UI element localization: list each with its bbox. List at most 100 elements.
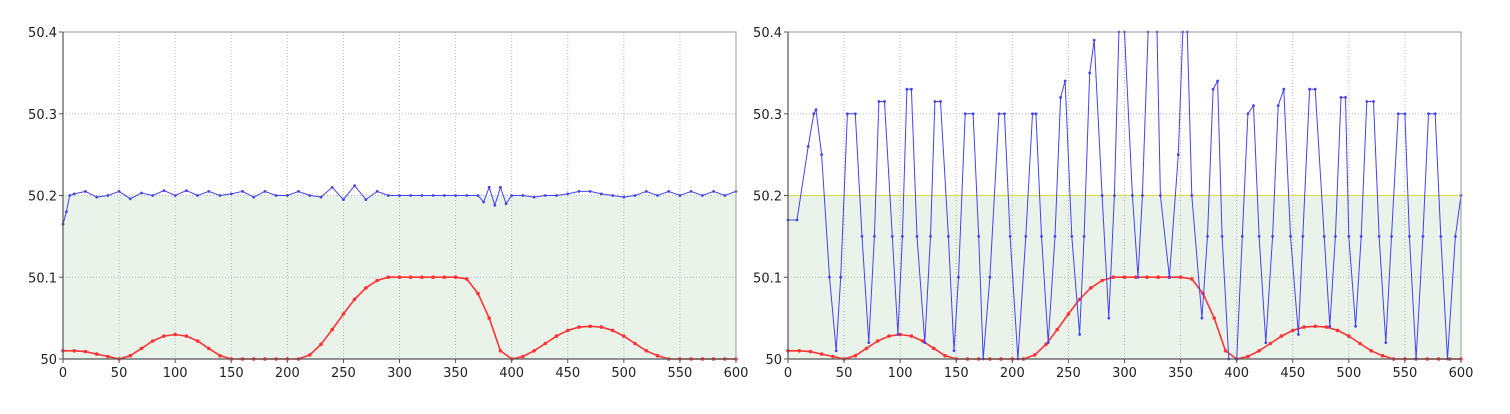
series-point-frequency [839,275,843,279]
series-point-lower-bound [610,328,615,333]
series-point-lower-bound [1380,353,1385,358]
series-point-frequency [846,112,849,116]
series-point-lower-bound [1279,334,1284,338]
series-point-lower-bound [1178,275,1183,280]
series-point-frequency [420,194,424,197]
series-point-frequency [883,100,886,103]
series-point-frequency [1240,235,1244,238]
series-point-frequency [487,185,491,189]
series-point-frequency [521,194,525,197]
series-point-frequency [207,190,211,193]
series-point-frequency [1024,235,1028,238]
series-point-frequency [285,194,289,197]
series-point-frequency [667,190,671,193]
series-point-frequency [963,112,967,116]
series-point-frequency [482,200,485,204]
series-point-lower-bound [341,312,346,316]
series-point-frequency [375,190,379,193]
x-tick-label: 50 [836,366,853,381]
series-point-frequency [795,218,799,222]
series-point-frequency [828,275,831,279]
y-tick-label: 50 [765,353,782,368]
series-point-frequency [1113,194,1116,197]
series-point-frequency [814,108,818,112]
series-point-frequency [1206,235,1209,238]
series-point-frequency [1264,341,1268,344]
series-point-frequency [1421,235,1425,238]
x-tick-label: 250 [1056,366,1081,381]
series-point-frequency [1131,194,1134,197]
series-point-frequency [910,87,913,91]
series-point-frequency [873,235,876,238]
series-point-frequency [971,112,975,116]
series-point-lower-bound [1100,278,1104,283]
series-point-lower-bound [1055,327,1059,332]
series-point-frequency [644,190,648,193]
series-point-lower-bound [162,334,166,338]
series-point-frequency [877,100,881,103]
series-point-frequency [622,195,626,199]
series-point-frequency [997,112,1001,116]
series-point-frequency [915,235,919,238]
series-point-lower-bound [128,353,133,358]
series-point-frequency [218,194,222,197]
series-point-frequency [1282,87,1286,91]
series-point-lower-bound [1313,324,1317,329]
series-point-frequency [1454,235,1457,238]
series-point-lower-bound [1223,349,1228,353]
series-point-frequency [1252,104,1255,107]
series-point-lower-bound [532,349,536,353]
series-point-frequency [1390,235,1393,238]
series-point-frequency [543,194,547,197]
series-point-frequency [555,194,558,197]
series-point-frequency [890,235,894,238]
series-point-lower-bound [1347,334,1351,338]
series-point-frequency [65,210,68,214]
series-point-lower-bound [831,354,835,359]
x-tick-label: 200 [1000,366,1025,381]
series-point-frequency [820,153,823,157]
series-point-frequency [929,235,932,238]
series-point-frequency [1334,235,1337,238]
x-tick-label: 200 [275,366,300,381]
series-point-frequency [353,184,356,188]
series-point-frequency [241,190,244,193]
series-point-lower-bound [622,334,626,338]
series-point-frequency [1297,333,1300,336]
series-point-lower-bound [1335,328,1340,333]
series-point-lower-bound [386,275,391,280]
series-point-frequency [1347,235,1351,238]
series-point-lower-bound [920,339,925,343]
y-tick-label: 50.4 [753,26,782,41]
y-tick-label: 50 [40,353,57,368]
series-point-lower-bound [543,341,548,346]
series-point-frequency [1176,153,1180,157]
series-point-lower-bound [1212,316,1216,320]
series-point-lower-bound [1066,312,1071,316]
series-point-lower-bound [1190,277,1194,281]
series-point-frequency [923,341,927,344]
y-tick-label: 50.1 [753,271,782,286]
series-point-lower-bound [853,353,858,358]
x-tick-label: 450 [1280,366,1305,381]
series-point-frequency [128,197,132,201]
series-point-frequency [1328,324,1332,328]
series-point-frequency [1190,194,1194,197]
x-tick-label: 400 [1224,366,1249,381]
series-point-lower-bound [498,349,503,353]
series-point-frequency [1100,194,1104,197]
series-point-frequency [678,194,682,197]
x-tick-label: 100 [888,366,913,381]
series-point-lower-bound [184,334,189,338]
series-point-frequency [117,190,121,193]
series-point-frequency [1403,112,1407,116]
series-point-frequency [409,194,413,197]
series-point-frequency [1271,235,1274,238]
series-point-frequency [1372,100,1375,103]
series-point-lower-bound [319,342,323,347]
series-point-frequency [577,190,581,193]
series-point-frequency [1344,96,1347,99]
series-point-lower-bound [1257,349,1261,353]
series-point-frequency [600,192,603,196]
x-tick-label: 300 [387,366,412,381]
